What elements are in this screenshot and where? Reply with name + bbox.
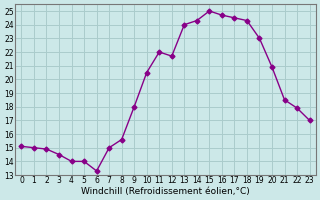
X-axis label: Windchill (Refroidissement éolien,°C): Windchill (Refroidissement éolien,°C) [81, 187, 250, 196]
